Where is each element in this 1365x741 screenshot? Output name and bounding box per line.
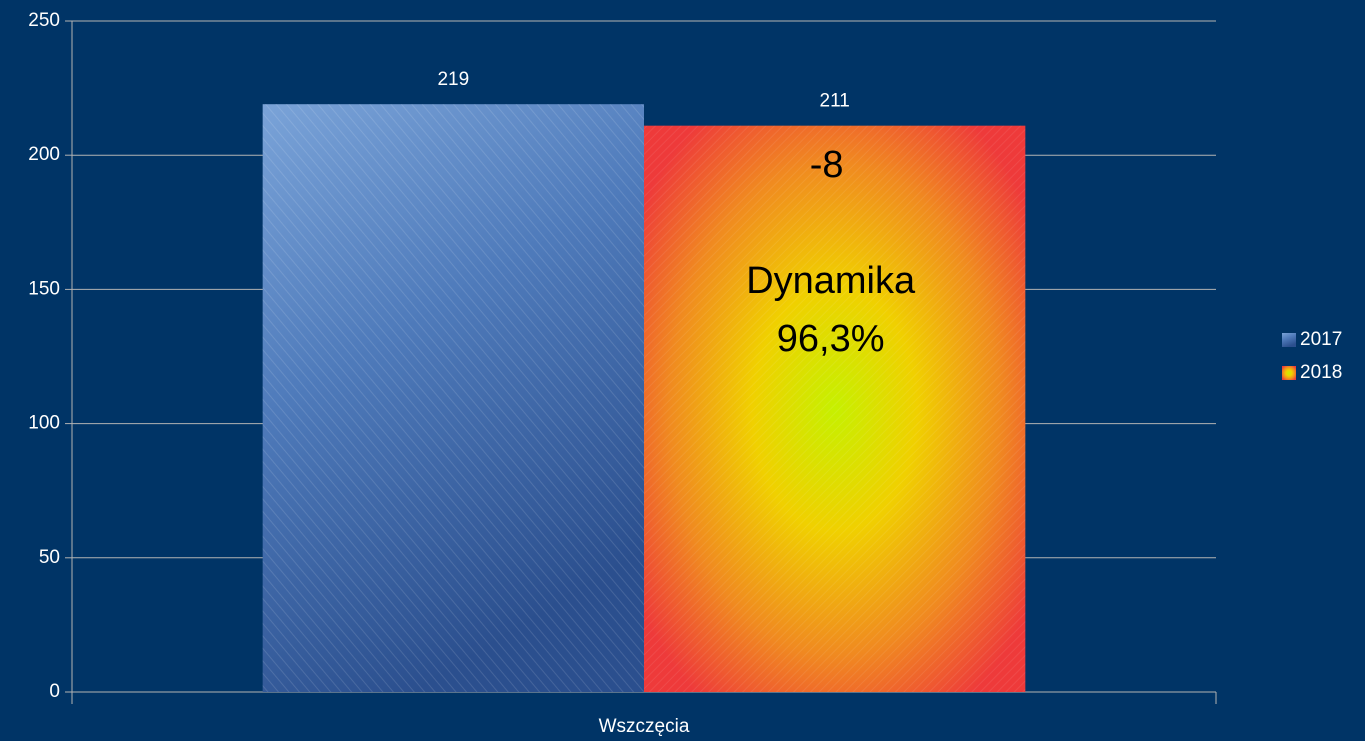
y-tick-label: 0 [49, 681, 60, 702]
y-tick-label: 50 [39, 547, 60, 568]
annotation: -8 [810, 144, 844, 186]
value-label: 219 [437, 69, 469, 90]
bar-texture [644, 125, 1026, 692]
legend-swatch [1282, 366, 1296, 380]
annotation: Dynamika [746, 260, 916, 302]
legend-swatch [1282, 333, 1296, 347]
value-label: 211 [820, 91, 850, 112]
annotation: 96,3% [777, 318, 885, 360]
legend-label: 2018 [1300, 362, 1342, 383]
y-tick-label: 200 [28, 144, 60, 165]
x-tick-label: Wszczęcia [599, 716, 690, 737]
y-tick-label: 250 [28, 10, 60, 31]
legend-label: 2017 [1300, 329, 1342, 350]
bar-texture [262, 104, 644, 693]
y-tick-label: 100 [28, 413, 60, 434]
y-tick-label: 150 [28, 278, 60, 299]
